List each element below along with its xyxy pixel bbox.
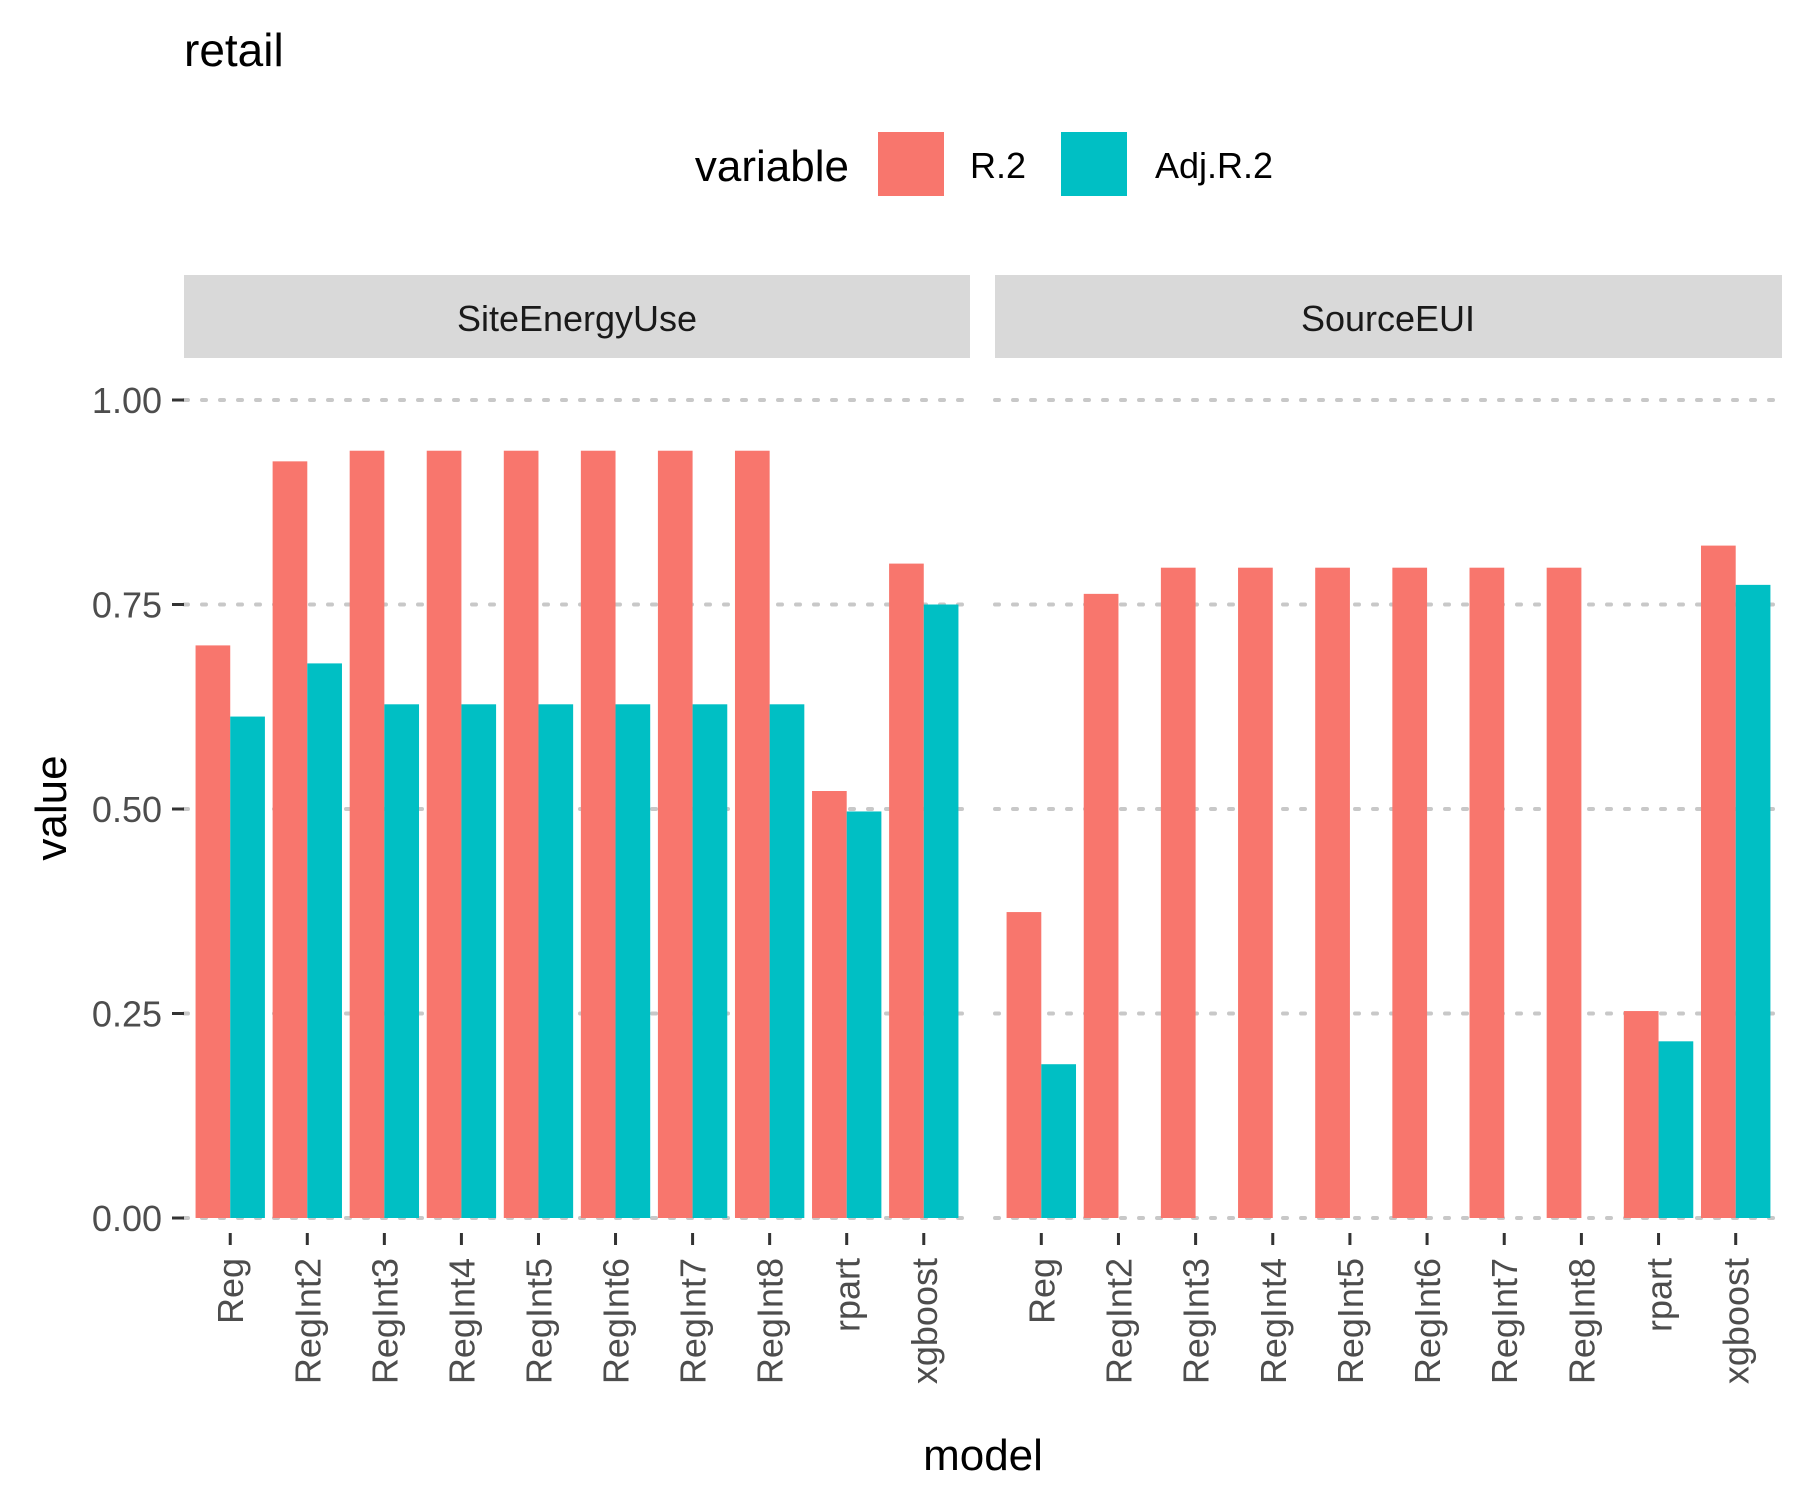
x-tick-label-1-RegInt6: RegInt6 [1407, 1258, 1448, 1384]
x-tick-label-1-RegInt2: RegInt2 [1098, 1258, 1139, 1384]
x-tick-label-0-RegInt3: RegInt3 [364, 1258, 405, 1384]
y-tick-label-0.25: 0.25 [92, 994, 162, 1035]
legend-label-adj-r2: Adj.R.2 [1155, 145, 1273, 186]
bar-SourceEUI-RegInt8-R.2 [1546, 567, 1582, 1218]
facet-label-0: SiteEnergyUse [457, 298, 697, 339]
legend-swatch-adj-r2 [1061, 132, 1127, 196]
bar-SiteEnergyUse-RegInt5-R.2 [503, 450, 539, 1218]
x-tick-label-1-xgboost: xgboost [1716, 1258, 1757, 1384]
bar-SiteEnergyUse-Reg-Adj.R.2 [230, 716, 265, 1218]
bar-SourceEUI-RegInt7-R.2 [1469, 567, 1505, 1218]
bar-SiteEnergyUse-RegInt4-R.2 [426, 450, 462, 1218]
bar-SourceEUI-xgboost-Adj.R.2 [1735, 584, 1771, 1218]
bar-SiteEnergyUse-xgboost-R.2 [889, 563, 924, 1218]
bar-SiteEnergyUse-RegInt7-Adj.R.2 [692, 704, 728, 1218]
bar-SiteEnergyUse-xgboost-Adj.R.2 [923, 604, 959, 1218]
x-tick-label-0-rpart: rpart [827, 1258, 868, 1332]
x-tick-label-0-RegInt6: RegInt6 [596, 1258, 637, 1384]
x-axis-label: model [923, 1431, 1043, 1480]
bars [195, 450, 1771, 1219]
bar-SourceEUI-rpart-Adj.R.2 [1658, 1041, 1694, 1218]
bar-SiteEnergyUse-RegInt3-Adj.R.2 [384, 704, 420, 1218]
chart-title: retail [184, 24, 284, 76]
bar-SourceEUI-RegInt5-R.2 [1315, 567, 1350, 1218]
x-tick-label-1-RegInt3: RegInt3 [1176, 1258, 1217, 1384]
legend-swatch-r2 [878, 132, 944, 196]
x-tick-label-1-RegInt7: RegInt7 [1484, 1258, 1525, 1384]
bar-SiteEnergyUse-Reg-R.2 [195, 645, 231, 1218]
x-tick-label-0-RegInt4: RegInt4 [441, 1258, 482, 1384]
x-tick-label-1-rpart: rpart [1639, 1258, 1680, 1332]
bar-SourceEUI-RegInt6-R.2 [1392, 567, 1428, 1218]
bar-SiteEnergyUse-RegInt3-R.2 [349, 450, 385, 1218]
bar-SiteEnergyUse-RegInt5-Adj.R.2 [538, 704, 574, 1218]
x-tick-label-1-RegInt4: RegInt4 [1253, 1258, 1294, 1384]
facet-strip-0 [184, 275, 970, 358]
x-tick-label-0-RegInt8: RegInt8 [750, 1258, 791, 1384]
bar-SiteEnergyUse-RegInt8-R.2 [734, 450, 770, 1218]
bar-SiteEnergyUse-RegInt7-R.2 [657, 450, 693, 1218]
bar-SiteEnergyUse-RegInt2-R.2 [272, 461, 308, 1219]
y-tick-label-1.00: 1.00 [92, 380, 162, 421]
facet-label-1: SourceEUI [1301, 298, 1475, 339]
bar-SiteEnergyUse-RegInt2-Adj.R.2 [307, 663, 342, 1218]
bar-SiteEnergyUse-RegInt6-R.2 [580, 450, 616, 1218]
x-tick-label-1-RegInt5: RegInt5 [1330, 1258, 1371, 1384]
x-tick-label-1-Reg: Reg [1021, 1258, 1062, 1324]
x-tick-label-0-RegInt2: RegInt2 [287, 1258, 328, 1384]
x-tick-label-0-xgboost: xgboost [904, 1258, 945, 1384]
legend-title: variable [695, 142, 849, 191]
bar-SourceEUI-RegInt4-R.2 [1238, 567, 1273, 1218]
y-axis-label: value [27, 755, 76, 860]
bar-SiteEnergyUse-RegInt4-Adj.R.2 [461, 704, 497, 1218]
x-tick-label-1-RegInt8: RegInt8 [1561, 1258, 1602, 1384]
x-tick-label-0-Reg: Reg [210, 1258, 251, 1324]
bar-SiteEnergyUse-RegInt6-Adj.R.2 [615, 704, 651, 1218]
bar-SourceEUI-xgboost-R.2 [1700, 545, 1736, 1218]
x-tick-label-0-RegInt5: RegInt5 [518, 1258, 559, 1384]
bar-SourceEUI-rpart-R.2 [1623, 1011, 1659, 1218]
bar-SiteEnergyUse-rpart-Adj.R.2 [846, 811, 882, 1218]
x-tick-label-0-RegInt7: RegInt7 [673, 1258, 714, 1384]
y-tick-label-0.50: 0.50 [92, 789, 162, 830]
bar-SiteEnergyUse-RegInt8-Adj.R.2 [769, 704, 805, 1218]
bar-SiteEnergyUse-rpart-R.2 [812, 791, 847, 1218]
bar-SourceEUI-Reg-Adj.R.2 [1041, 1064, 1077, 1218]
bar-SourceEUI-Reg-R.2 [1006, 912, 1042, 1218]
legend-label-r2: R.2 [970, 145, 1026, 186]
axes: 0.00 0.25 0.50 0.75 1.00 Reg RegInt2 RegInt3 Reg… [92, 380, 1757, 1384]
bar-SourceEUI-RegInt3-R.2 [1160, 567, 1196, 1218]
bar-SourceEUI-RegInt2-R.2 [1083, 593, 1119, 1218]
y-tick-label-0.75: 0.75 [92, 585, 162, 626]
facet-strip-1 [995, 275, 1782, 358]
y-tick-label-0.00: 0.00 [92, 1198, 162, 1239]
